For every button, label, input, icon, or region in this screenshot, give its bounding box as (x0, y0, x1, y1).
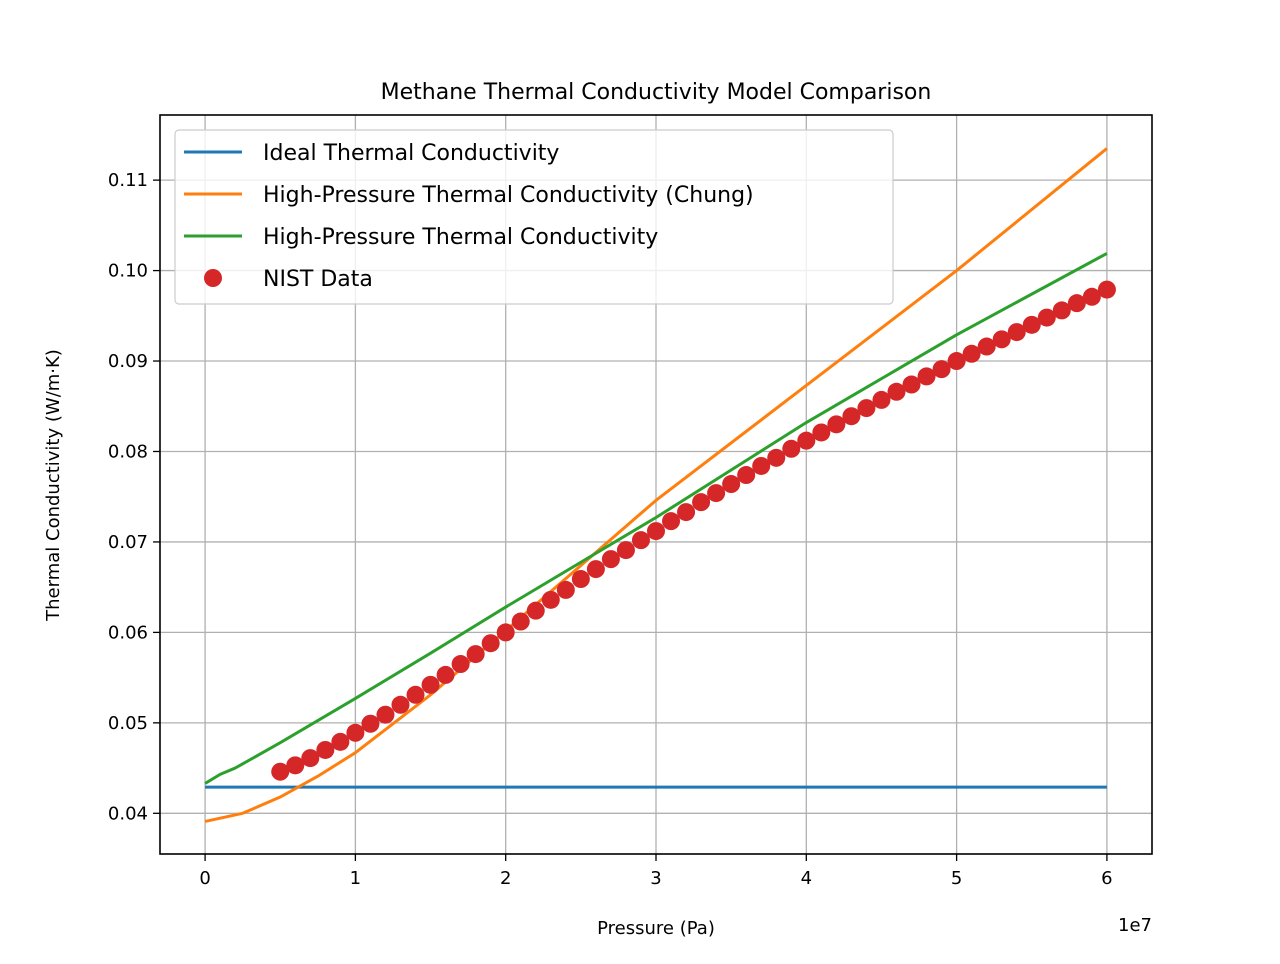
legend: Ideal Thermal Conductivity High-Pressure … (174, 129, 894, 305)
x-tick-label: 5 (951, 868, 962, 889)
data-point-nist-data (436, 665, 455, 684)
data-point-nist-data (271, 762, 290, 781)
y-tick-label: 0.04 (108, 803, 148, 824)
data-point-nist-data (526, 601, 545, 620)
legend-swatch-nist-data (204, 269, 222, 287)
data-point-nist-data (767, 448, 786, 467)
data-point-nist-data (797, 431, 816, 450)
data-point-nist-data (286, 756, 305, 775)
data-point-nist-data (857, 399, 876, 418)
data-point-nist-data (692, 493, 711, 512)
data-point-nist-data (406, 685, 425, 704)
y-tick-label: 0.05 (108, 713, 148, 734)
data-point-nist-data (376, 705, 395, 724)
data-point-nist-data (647, 522, 665, 541)
y-tick-label: 0.11 (108, 170, 148, 191)
data-point-nist-data (1007, 323, 1026, 342)
chart-title: Methane Thermal Conductivity Model Compa… (381, 80, 932, 105)
data-point-nist-data (962, 344, 981, 363)
y-tick-label: 0.06 (108, 622, 148, 643)
data-point-nist-data (812, 423, 831, 442)
data-point-nist-data (631, 531, 650, 550)
data-point-nist-data (707, 484, 726, 503)
data-point-nist-data (1082, 287, 1101, 306)
y-tick-label: 0.08 (108, 441, 148, 462)
data-point-nist-data (616, 541, 635, 560)
data-point-nist-data (677, 503, 696, 522)
data-point-nist-data (496, 623, 515, 642)
data-point-nist-data (752, 456, 771, 475)
data-point-nist-data (466, 645, 485, 664)
data-point-nist-data (586, 560, 605, 579)
data-point-nist-data (346, 723, 365, 742)
y-axis-label: Thermal Conductivity (W/m·K) (43, 349, 64, 622)
y-tick-label: 0.07 (108, 532, 148, 553)
data-point-nist-data (316, 740, 335, 759)
x-axis-label: Pressure (Pa) (597, 918, 715, 939)
data-point-nist-data (511, 612, 530, 631)
legend-label: High-Pressure Thermal Conductivity (Chun… (263, 183, 754, 208)
data-point-nist-data (1022, 315, 1041, 334)
data-point-nist-data (662, 512, 681, 531)
x-tick-label: 2 (500, 868, 511, 889)
ticks: 0 1 2 3 4 5 6 0.04 0.05 0.06 0.07 0.08 0.09 0.10 0.11 (108, 170, 1113, 889)
data-point-nist-data (842, 407, 861, 426)
x-tick-label: 3 (650, 868, 661, 889)
data-point-nist-data (722, 475, 741, 494)
data-point-nist-data (1052, 301, 1071, 320)
data-point-nist-data (421, 675, 440, 694)
legend-label: Ideal Thermal Conductivity (263, 141, 559, 166)
data-point-nist-data (451, 655, 470, 674)
data-point-nist-data (556, 580, 575, 599)
data-point-nist-data (737, 466, 756, 485)
data-point-nist-data (481, 634, 500, 653)
data-point-nist-data (977, 337, 996, 356)
data-point-nist-data (782, 439, 801, 458)
data-point-nist-data (301, 749, 320, 768)
data-point-nist-data (1097, 280, 1116, 299)
data-point-nist-data (917, 367, 936, 386)
series-line-high-pressure-thermal-conductivity (204, 252, 1108, 785)
y-tick-label: 0.09 (108, 351, 148, 372)
series-layer (204, 147, 1116, 823)
data-point-nist-data (872, 390, 891, 409)
x-tick-label: 1 (350, 868, 361, 889)
data-point-nist-data (827, 415, 846, 434)
data-point-nist-data (571, 570, 590, 589)
data-point-nist-data (887, 382, 906, 401)
data-point-nist-data (992, 330, 1011, 349)
x-tick-label: 4 (801, 868, 812, 889)
data-point-nist-data (947, 352, 966, 371)
legend-label: High-Pressure Thermal Conductivity (263, 225, 658, 250)
legend-label: NIST Data (263, 267, 373, 292)
data-point-nist-data (541, 590, 560, 609)
data-point-nist-data (331, 732, 350, 751)
x-tick-label: 6 (1101, 868, 1112, 889)
data-point-nist-data (1037, 308, 1056, 327)
data-point-nist-data (601, 550, 620, 569)
x-tick-label: 0 (199, 868, 210, 889)
data-point-nist-data (932, 360, 951, 379)
data-point-nist-data (391, 695, 410, 714)
data-point-nist-data (1067, 294, 1086, 313)
y-tick-label: 0.10 (108, 261, 148, 282)
x-offset-label: 1e7 (1118, 915, 1152, 936)
legend-box (174, 129, 894, 305)
data-point-nist-data (361, 714, 380, 733)
data-point-nist-data (902, 375, 921, 394)
